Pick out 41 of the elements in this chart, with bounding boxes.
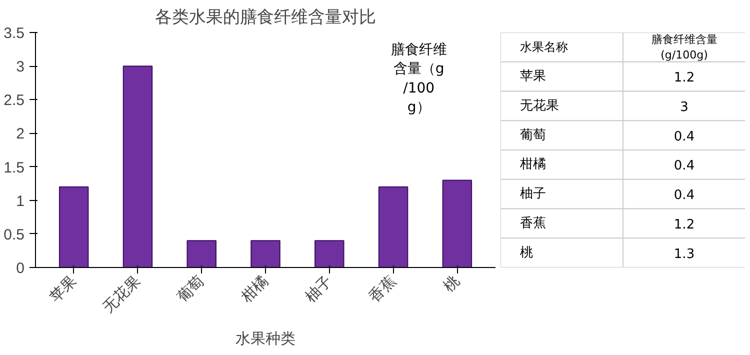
text: 0.4 <box>674 129 695 144</box>
text: 1.2 <box>674 217 695 232</box>
y-tick-label: 3 <box>16 58 24 76</box>
category-label: 苹果 <box>520 69 546 84</box>
text: 1.2 <box>674 70 695 86</box>
bar <box>58 186 89 268</box>
y-tick-label: 2 <box>16 126 24 143</box>
category-label: 葡萄 <box>520 128 546 143</box>
category-label: 无花果 <box>520 98 560 114</box>
text: 膳食纤维含量(g/100g) <box>651 32 718 62</box>
category-label: 柑橘 <box>519 157 546 172</box>
text: 0.4 <box>674 158 695 174</box>
y-tick-label: 0 <box>16 260 24 277</box>
x-axis-title: 水果种类 <box>236 330 296 348</box>
text: 1.3 <box>674 246 695 262</box>
bar <box>186 240 216 268</box>
y-tick-label: 1 <box>16 192 24 210</box>
text: 水果名称 <box>520 40 568 54</box>
bar <box>378 186 408 268</box>
y-tick-label: 3.5 <box>4 25 25 42</box>
y-tick-label: 1.5 <box>4 159 25 176</box>
category-label: 香蕉 <box>520 216 546 231</box>
bar <box>122 66 153 268</box>
x-tick-label: 柑橘 <box>238 272 272 306</box>
bar <box>442 180 472 268</box>
chart-title: 各类水果的膳食纤维含量对比 <box>155 8 376 28</box>
x-tick-label: 苹果 <box>46 272 80 306</box>
bar <box>250 240 280 268</box>
text: 3 <box>680 100 688 115</box>
x-tick-label: 桃 <box>440 272 464 296</box>
bar <box>314 240 344 268</box>
category-label: 柚子 <box>520 186 546 202</box>
category-label: 桃 <box>520 245 534 260</box>
text: 0.4 <box>674 188 695 204</box>
y-tick-label: 2.5 <box>4 92 25 110</box>
x-tick-label: 葡萄 <box>174 272 208 306</box>
y-axis-title: 膳食纤维含量（g/100g） <box>390 42 447 116</box>
x-tick-label: 柚子 <box>302 272 336 306</box>
y-tick-label: 0.5 <box>4 226 25 244</box>
x-tick-label: 香蕉 <box>366 272 400 306</box>
x-tick-label: 无花果 <box>100 272 144 316</box>
